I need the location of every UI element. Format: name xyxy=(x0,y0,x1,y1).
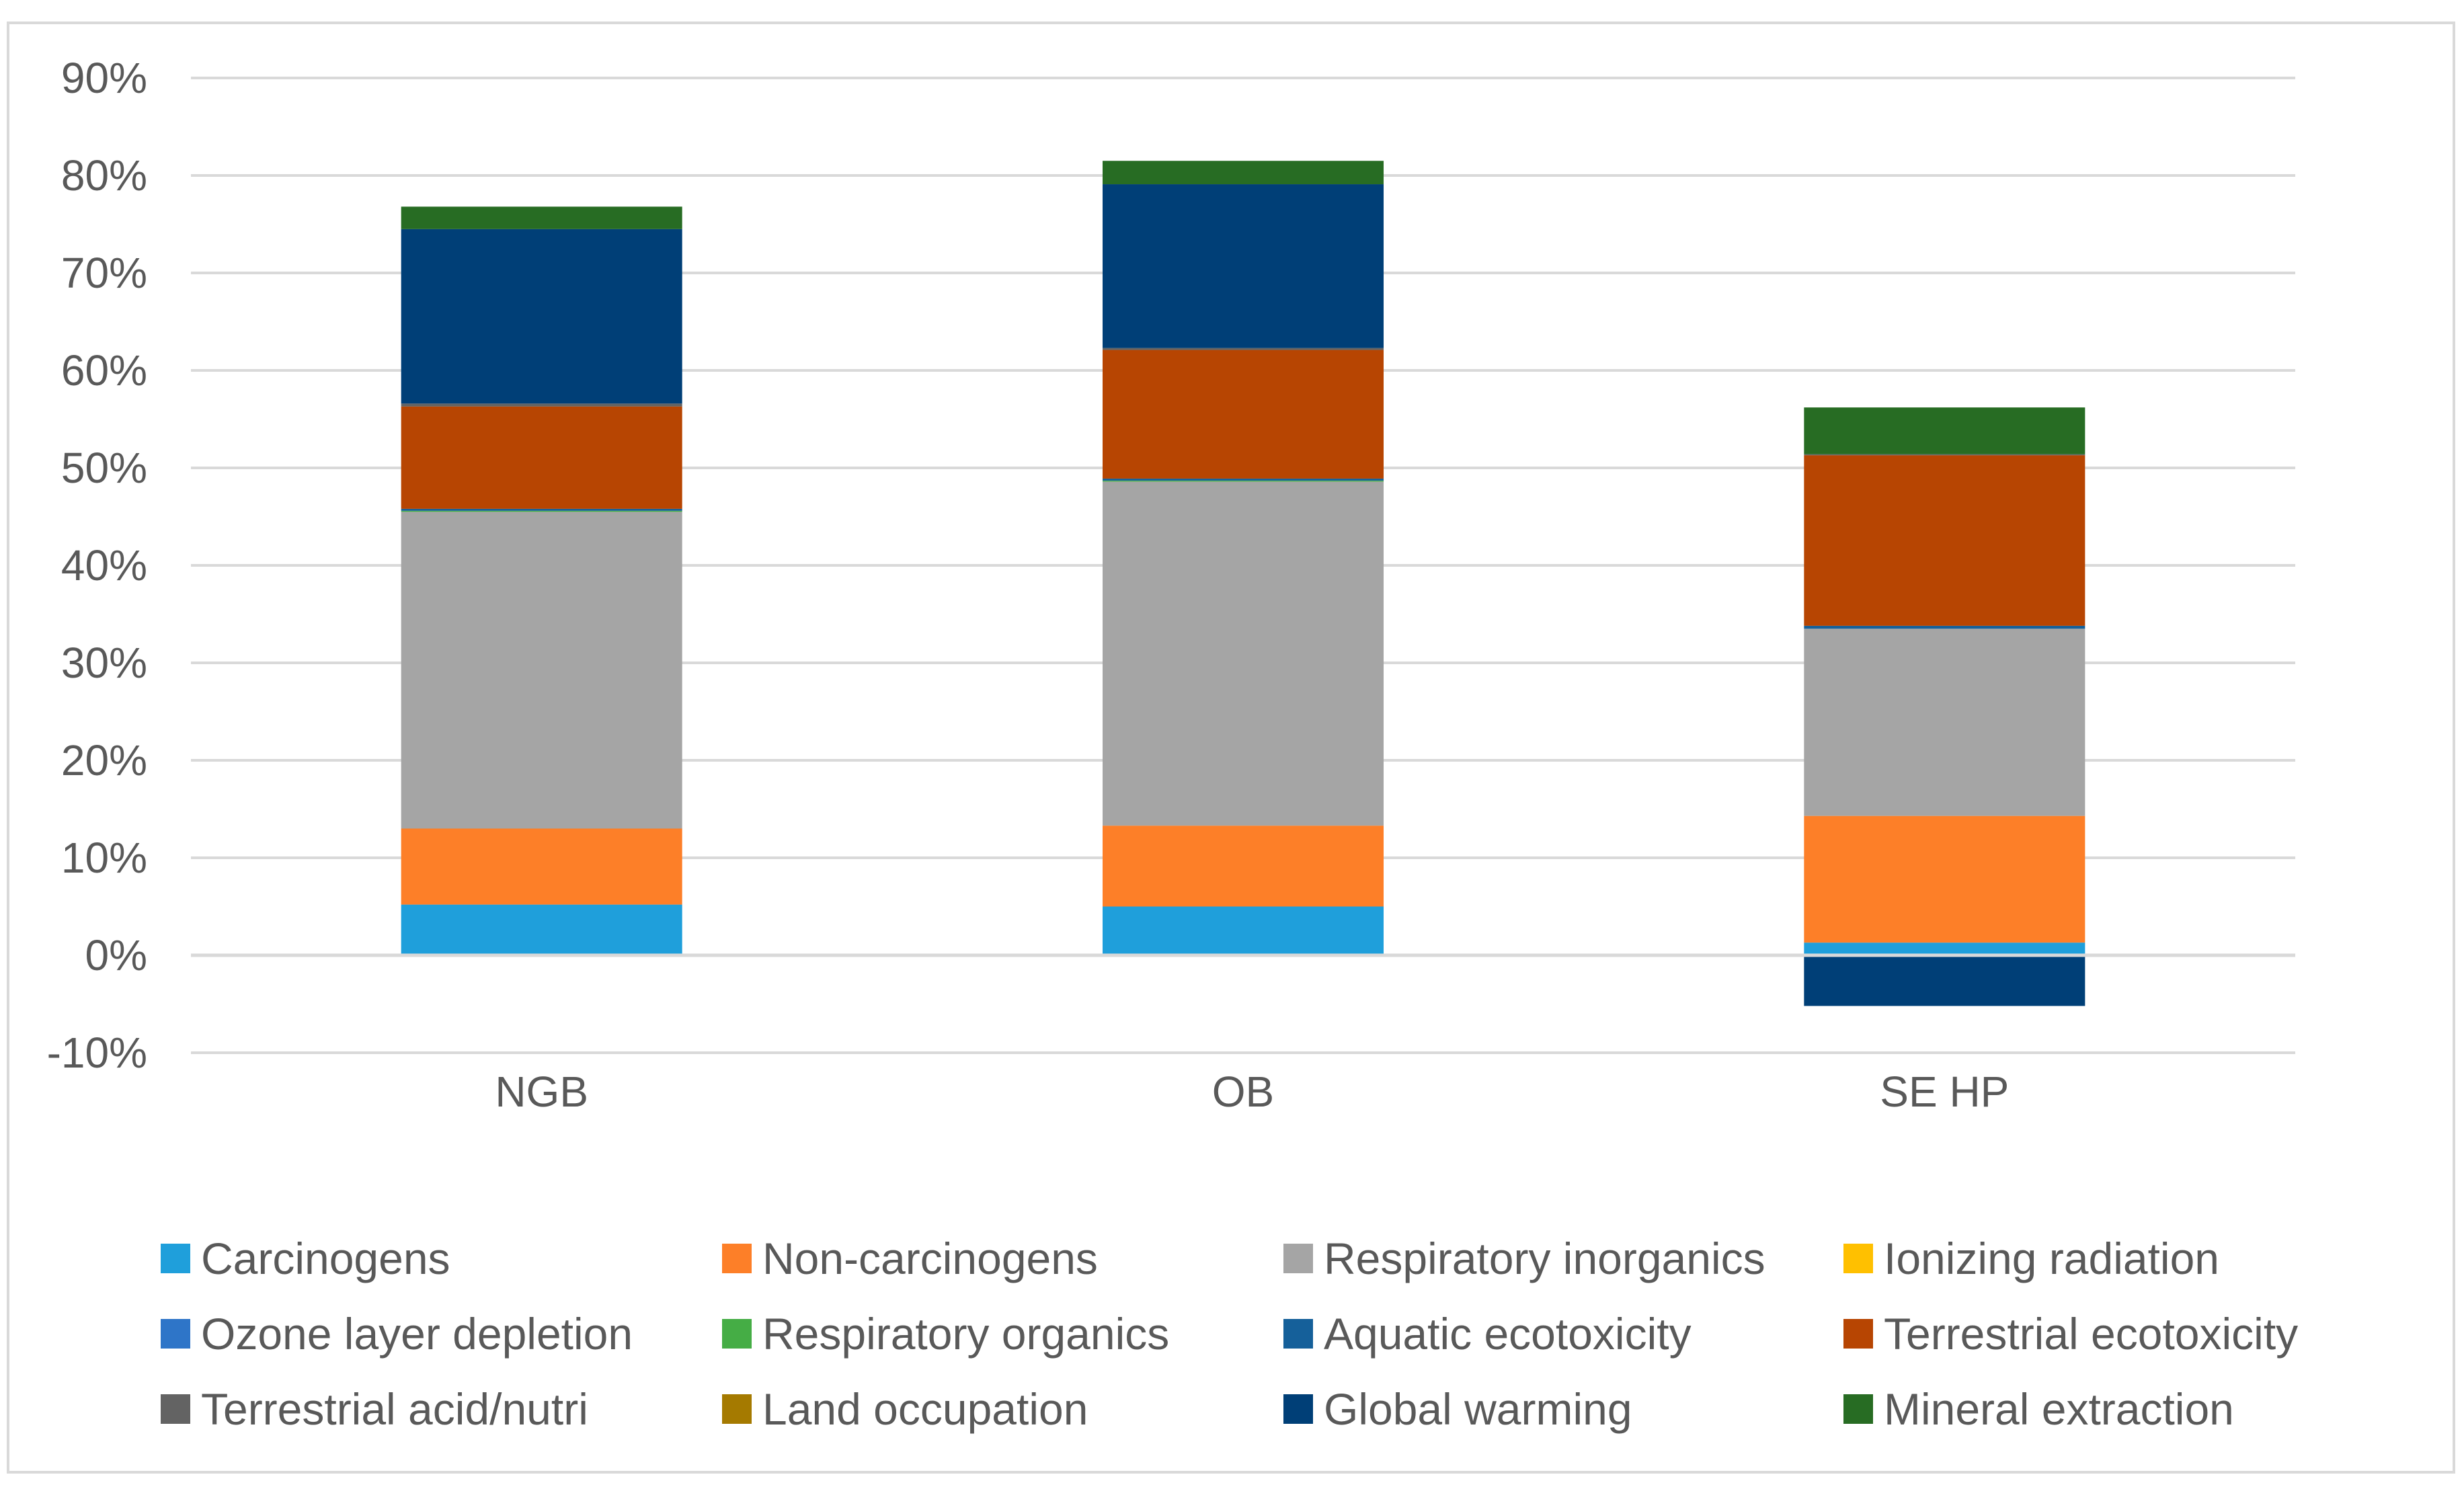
y-axis-tick-labels: -10% 0% 10% 20% 30% 40% 50% 60% 70% 80% 90% xyxy=(47,54,147,1077)
x-axis-category-labels: NGB OB SE HP xyxy=(495,1068,2009,1116)
bar-se-hp-non-carcinogens xyxy=(1804,815,2085,943)
bar-ngb-non-carcinogens xyxy=(401,828,682,905)
legend-swatch xyxy=(1843,1394,1873,1424)
legend-swatch xyxy=(1283,1244,1313,1273)
bar-se-hp-respiratory-inorganics xyxy=(1804,629,2085,816)
legend-swatch xyxy=(722,1394,752,1424)
bar-ngb-carcinogens xyxy=(401,904,682,955)
bar-ob-respiratory-organics xyxy=(1103,480,1384,482)
bar-ngb-aquatic-ecotoxicity xyxy=(401,508,682,511)
bar-ngb-respiratory-inorganics xyxy=(401,512,682,829)
legend-swatch xyxy=(722,1319,752,1349)
chart-frame: -10% 0% 10% 20% 30% 40% 50% 60% 70% 80% 90% NGB OB S… xyxy=(7,22,2455,1474)
bar-se-hp-terrestrial-acid-nutri xyxy=(1804,454,2085,456)
legend-swatch xyxy=(1843,1244,1873,1273)
legend-swatch xyxy=(1843,1319,1873,1349)
x-category-label: SE HP xyxy=(1880,1068,2009,1116)
y-tick-label: 30% xyxy=(61,639,147,687)
bar-ngb-respiratory-organics xyxy=(401,510,682,512)
bar-ob-mineral-extraction xyxy=(1103,161,1384,185)
x-category-label: NGB xyxy=(495,1068,588,1116)
bar-ngb-terrestrial-ecotoxicity xyxy=(401,406,682,509)
bar-se-hp-terrestrial-ecotoxicity xyxy=(1804,455,2085,626)
legend-swatch xyxy=(161,1319,190,1349)
legend-label: Ionizing radiation xyxy=(1884,1234,2219,1283)
bar-ob-global-warming xyxy=(1103,184,1384,348)
bar-ob-terrestrial-ecotoxicity xyxy=(1103,350,1384,479)
bar-ngb-terrestrial-acid-nutri xyxy=(401,403,682,407)
legend-label: Carcinogens xyxy=(201,1234,450,1283)
legend-label: Respiratory inorganics xyxy=(1324,1234,1765,1283)
bar-ob-aquatic-ecotoxicity xyxy=(1103,478,1384,481)
y-tick-label: 90% xyxy=(61,54,147,102)
y-tick-label: 0% xyxy=(85,931,148,979)
bar-ngb-mineral-extraction xyxy=(401,206,682,229)
bar-se-hp-mineral-extraction xyxy=(1804,407,2085,454)
bar-ob-respiratory-inorganics xyxy=(1103,481,1384,826)
y-tick-label: 50% xyxy=(61,444,147,492)
bar-se-hp-carcinogens xyxy=(1804,942,2085,955)
bar-se-hp-global-warming xyxy=(1804,955,2085,1006)
chart: -10% 0% 10% 20% 30% 40% 50% 60% 70% 80% 90% NGB OB S… xyxy=(47,54,2299,1434)
legend-swatch xyxy=(1283,1319,1313,1349)
bar-ob-terrestrial-acid-nutri xyxy=(1103,348,1384,350)
legend-swatch xyxy=(722,1244,752,1273)
legend: Carcinogens Non-carcinogens Respiratory in… xyxy=(161,1234,2298,1434)
y-tick-label: 10% xyxy=(61,834,147,882)
bars xyxy=(401,161,2085,1006)
y-tick-label: 20% xyxy=(61,736,147,785)
legend-label: Non-carcinogens xyxy=(762,1234,1098,1283)
y-tick-label: 80% xyxy=(61,151,147,200)
legend-swatch xyxy=(161,1244,190,1273)
y-tick-label: -10% xyxy=(47,1029,147,1077)
legend-swatch xyxy=(1283,1394,1313,1424)
legend-swatch xyxy=(161,1394,190,1424)
legend-label: Terrestrial ecotoxicity xyxy=(1884,1309,2298,1359)
bar-ngb-global-warming xyxy=(401,229,682,404)
legend-label: Mineral extraction xyxy=(1884,1384,2234,1434)
y-tick-label: 70% xyxy=(61,249,147,297)
legend-label: Respiratory organics xyxy=(762,1309,1169,1359)
legend-label: Global warming xyxy=(1324,1384,1632,1434)
bar-ob-carcinogens xyxy=(1103,906,1384,955)
bar-ob-non-carcinogens xyxy=(1103,826,1384,907)
y-tick-label: 60% xyxy=(61,346,147,395)
legend-label: Terrestrial acid/nutri xyxy=(201,1384,588,1434)
legend-label: Aquatic ecotoxicity xyxy=(1324,1309,1692,1359)
bar-se-hp-aquatic-ecotoxicity xyxy=(1804,625,2085,629)
x-category-label: OB xyxy=(1212,1068,1274,1116)
legend-label: Land occupation xyxy=(762,1384,1088,1434)
legend-label: Ozone layer depletion xyxy=(201,1309,633,1359)
y-tick-label: 40% xyxy=(61,541,147,590)
